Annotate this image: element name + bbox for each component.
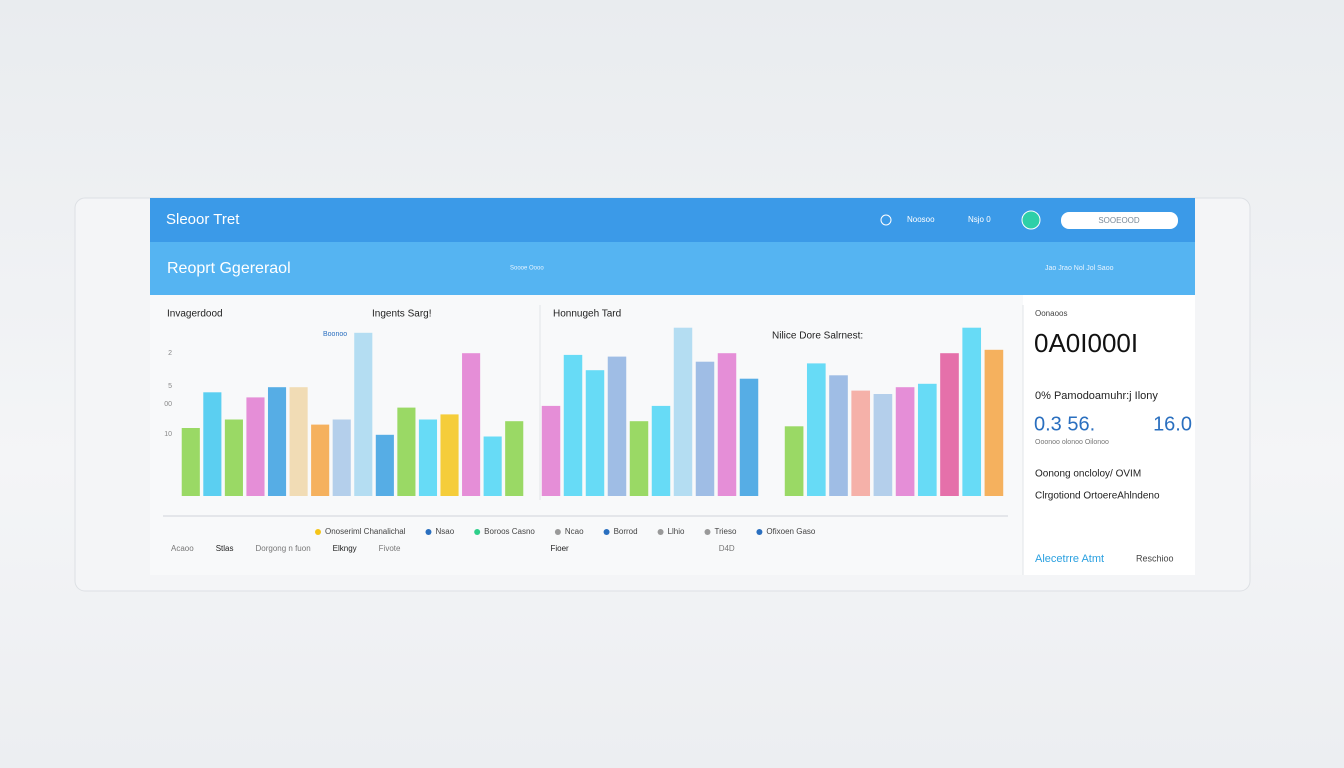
legend-dot (603, 529, 610, 535)
bar (440, 414, 459, 496)
bar (267, 387, 287, 496)
legend-item: Fioer (550, 544, 569, 553)
legend-dot (315, 529, 321, 535)
legend-item: Boroos Casno (484, 527, 535, 536)
bar (784, 426, 804, 496)
top-bar (150, 198, 1195, 242)
bar (673, 327, 693, 496)
legend-item: D4D (719, 544, 735, 553)
bar (585, 370, 605, 496)
bar (629, 421, 649, 496)
tag: Boonoo (323, 331, 347, 338)
bar (984, 349, 1004, 496)
bar (332, 419, 351, 496)
axis-label: 00 (164, 401, 172, 408)
bar (203, 392, 222, 496)
banner-meta: Jao Jrao Nol Jol Saoo (1045, 265, 1114, 272)
axis-label: 5 (168, 383, 172, 390)
bar (311, 424, 330, 496)
legend-dot (554, 529, 561, 535)
panel-title: Honnugeh Tard (553, 309, 621, 320)
bar (563, 354, 583, 496)
bar (607, 356, 627, 496)
bar (462, 353, 481, 496)
legend-item: Elkngy (333, 544, 357, 553)
bar (917, 383, 937, 496)
legend-item: Nsao (435, 527, 454, 536)
side-caption: 0% Pamodoamuhr:j Ilony (1035, 390, 1158, 402)
search-text: SOOEOOD (1098, 216, 1140, 225)
side-note: Ooonoo olonoo Oilonoo (1035, 439, 1109, 446)
side-action[interactable]: Reschioo (1136, 553, 1174, 563)
bar (851, 390, 871, 496)
legend-item: Onoseriml Chanalichal (325, 527, 406, 536)
bar (895, 387, 915, 496)
legend-item: Stlas (216, 544, 234, 553)
side-value: 0.3 56. (1034, 413, 1095, 435)
banner-subtitle: Soooe Oooo (510, 266, 544, 272)
bar (483, 436, 502, 496)
app-title: Sleoor Tret (166, 211, 240, 228)
bar (418, 419, 438, 496)
side-value: 16.0 (1153, 413, 1192, 435)
bar (354, 332, 373, 496)
nav-item[interactable]: Nsjo 0 (968, 215, 991, 224)
bar (829, 375, 848, 496)
bar (651, 405, 671, 496)
panel-subtitle: Ingents Sarg! (372, 309, 431, 320)
legend-item: Llhio (668, 527, 685, 536)
avatar[interactable] (1021, 210, 1041, 230)
banner (150, 242, 1195, 295)
bar (289, 387, 308, 496)
side-link[interactable]: Alecetrre Atmt (1035, 553, 1104, 565)
bar (717, 353, 737, 496)
legend-dot (474, 529, 481, 535)
bar (505, 421, 524, 496)
side-big: 0A0I000I (1034, 328, 1138, 358)
legend-item: Acaoo (171, 544, 194, 553)
bar (739, 378, 759, 496)
legend-item: Ofixoen Gaso (766, 527, 815, 536)
legend-item: Trieso (714, 527, 736, 536)
bar (375, 434, 394, 496)
bar (541, 405, 561, 496)
panel-title: Nilice Dore Salrnest: (772, 331, 863, 342)
side-label: Oonaoos (1035, 309, 1067, 318)
bar (224, 419, 243, 496)
legend-item: Dorgong n fuon (255, 544, 310, 553)
legend-dot (657, 529, 664, 535)
banner-title: Reoprt Ggereraol (167, 260, 291, 277)
legend-item: Fivote (379, 544, 401, 553)
bar (806, 363, 826, 496)
icon[interactable] (880, 214, 892, 226)
axis-label: 10 (164, 431, 172, 438)
search-box[interactable] (1061, 212, 1178, 229)
axis-label: 2 (168, 350, 172, 357)
bar (962, 327, 982, 496)
legend-item: Borrod (614, 527, 638, 536)
side-line: Oonong oncloloy/ OVIM (1035, 469, 1141, 480)
legend-dot (756, 529, 763, 535)
side-line: Clrgotiond OrtoereAhlndeno (1035, 491, 1160, 502)
legend-item: Ncao (565, 527, 584, 536)
legend-dot (704, 529, 711, 535)
bar (246, 397, 265, 496)
panel-title: Invagerdood (167, 309, 223, 320)
bar (181, 428, 200, 496)
bar (940, 353, 959, 496)
bar (873, 394, 893, 496)
nav-item[interactable]: Noosoo (907, 215, 935, 224)
legend-dot (425, 529, 432, 535)
bar (397, 407, 416, 496)
bar (695, 361, 715, 496)
